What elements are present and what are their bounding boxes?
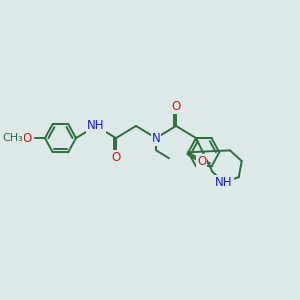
Text: N: N (152, 132, 161, 145)
Text: O: O (197, 154, 206, 168)
Text: O: O (171, 100, 181, 113)
Text: NH: NH (87, 119, 105, 132)
Text: NH: NH (215, 176, 233, 189)
Text: O: O (111, 152, 121, 164)
Text: CH₃: CH₃ (2, 133, 23, 143)
Text: O: O (22, 132, 32, 145)
